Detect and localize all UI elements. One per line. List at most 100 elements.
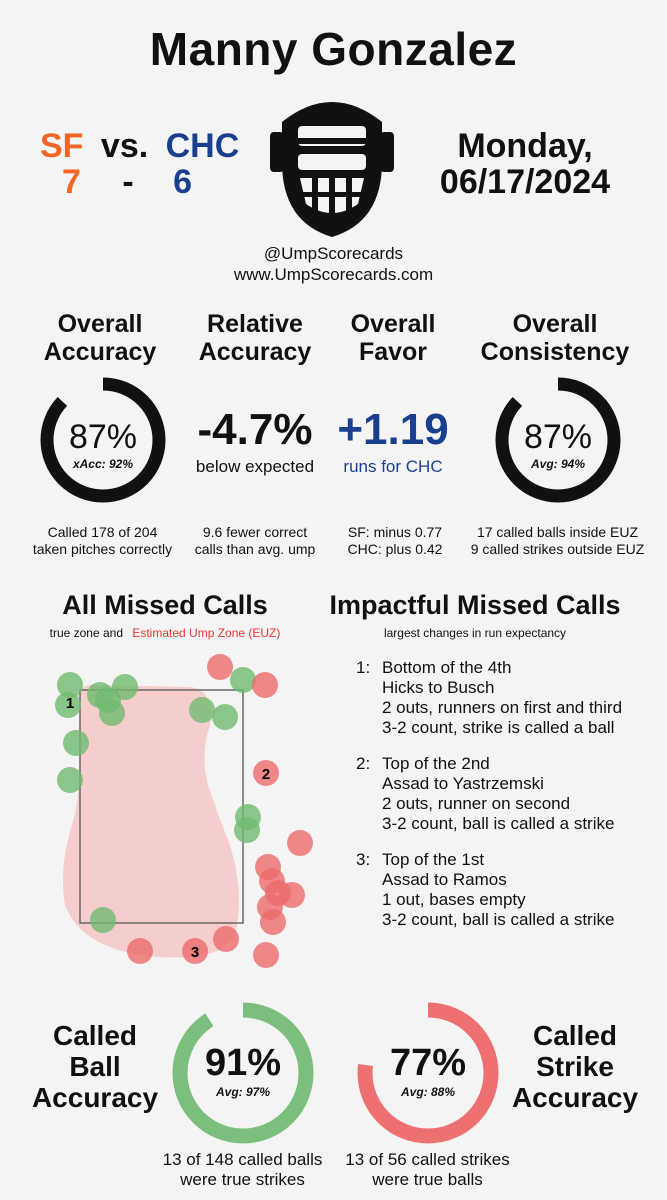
overall-consistency-title: Overall Consistency bbox=[470, 310, 640, 366]
pitch-marker bbox=[212, 704, 238, 730]
umpire-mask-icon bbox=[270, 102, 394, 237]
pitch-marker bbox=[253, 760, 279, 786]
called-ball-value-box: 91% Avg: 97% bbox=[170, 1042, 316, 1099]
overall-consistency-note-2: 9 called strikes outside EUZ bbox=[470, 541, 645, 557]
missed-legend: true zone and Estimated Ump Zone (EUZ) bbox=[10, 626, 320, 640]
called-strike-avg: Avg: 88% bbox=[400, 1085, 456, 1099]
relative-accuracy-box: -4.7% below expected bbox=[175, 405, 335, 477]
impactful-call-line: Top of the 1st bbox=[382, 850, 485, 869]
overall-consistency-note-1: 17 called balls inside EUZ bbox=[476, 524, 639, 540]
impactful-call-line: 3-2 count, ball is called a strike bbox=[382, 814, 615, 833]
called-ball-avg: Avg: 97% bbox=[215, 1085, 271, 1099]
all-missed-calls-title: All Missed Calls bbox=[62, 590, 268, 620]
overall-accuracy-value: 87% bbox=[68, 418, 138, 456]
matchup: SF vs. CHC 7 - 6 bbox=[40, 128, 240, 200]
impactful-call-line: 2 outs, runner on second bbox=[382, 794, 571, 813]
called-strike-note-2: were true balls bbox=[372, 1170, 483, 1189]
relative-accuracy-sub: below expected bbox=[195, 457, 315, 476]
missed-pitch-markers bbox=[55, 654, 313, 968]
pitch-marker bbox=[55, 692, 81, 718]
overall-consistency-value: 87% bbox=[523, 418, 593, 456]
overall-accuracy-note: Called 178 of 204 taken pitches correctl… bbox=[10, 524, 195, 558]
called-ball-accuracy-title: Called Ball Accuracy bbox=[20, 1020, 170, 1113]
away-team: SF bbox=[40, 127, 84, 165]
overall-accuracy-xacc: xAcc: 92% bbox=[72, 457, 134, 471]
called-strike-value: 77% bbox=[389, 1042, 467, 1084]
called-ball-title-1: Called bbox=[52, 1020, 138, 1051]
called-strike-note: 13 of 56 called strikes were true balls bbox=[330, 1150, 525, 1190]
missed-label-1: 1 bbox=[66, 695, 74, 712]
pitch-marker bbox=[57, 767, 83, 793]
missed-legend-euz: Estimated Ump Zone (EUZ) bbox=[132, 626, 281, 640]
called-ball-accuracy-ring bbox=[172, 1002, 314, 1144]
impactful-subtitle: largest changes in run expectancy bbox=[383, 626, 567, 640]
website-link[interactable]: www.UmpScorecards.com bbox=[233, 265, 434, 284]
missed-label-2: 2 bbox=[262, 766, 270, 783]
pitch-marker bbox=[234, 817, 260, 843]
called-strike-note-1: 13 of 56 called strikes bbox=[345, 1150, 510, 1169]
overall-favor-title-2: Favor bbox=[358, 338, 428, 366]
overall-accuracy-value-box: 87% xAcc: 92% bbox=[38, 418, 168, 471]
impactful-call-line: Bottom of the 4th bbox=[382, 658, 512, 677]
pitch-marker bbox=[207, 654, 233, 680]
called-ball-value: 91% bbox=[204, 1042, 282, 1084]
overall-accuracy-ring bbox=[40, 377, 166, 503]
estimated-ump-zone bbox=[62, 684, 239, 958]
overall-favor-title: Overall Favor bbox=[318, 310, 468, 366]
pitch-marker bbox=[63, 730, 89, 756]
relative-accuracy-note-1: 9.6 fewer correct bbox=[202, 524, 308, 540]
overall-accuracy-note-1: Called 178 of 204 bbox=[47, 524, 158, 540]
impactful-call-line: 3-2 count, strike is called a ball bbox=[382, 718, 615, 737]
overall-favor-title-1: Overall bbox=[350, 310, 436, 338]
called-strike-accuracy-title: Called Strike Accuracy bbox=[500, 1020, 650, 1113]
impactful-call-list: 1: Bottom of the 4th Hicks to Busch 2 ou… bbox=[356, 658, 656, 946]
umpire-name: Manny Gonzalez bbox=[149, 23, 518, 75]
called-strike-accuracy-ring bbox=[357, 1002, 499, 1144]
overall-consistency-title-1: Overall bbox=[512, 310, 598, 338]
missed-legend-true-zone: true zone and bbox=[49, 626, 123, 640]
relative-accuracy-note: 9.6 fewer correct calls than avg. ump bbox=[180, 524, 330, 558]
home-score: 6 bbox=[173, 163, 193, 201]
relative-accuracy-title-2: Accuracy bbox=[198, 338, 312, 366]
pitch-marker bbox=[112, 674, 138, 700]
overall-favor-box: +1.19 runs for CHC bbox=[318, 405, 468, 477]
called-ball-note: 13 of 148 called balls were true strikes bbox=[145, 1150, 340, 1190]
credits: @UmpScorecards www.UmpScorecards.com bbox=[0, 243, 667, 285]
overall-consistency-title-2: Consistency bbox=[480, 338, 630, 366]
relative-accuracy-value: -4.7% bbox=[197, 405, 313, 454]
pitch-marker bbox=[279, 882, 305, 908]
vs-label: vs. bbox=[100, 127, 149, 165]
impactful-call-line: Assad to Yastrzemski bbox=[382, 774, 544, 793]
overall-accuracy-note-2: taken pitches correctly bbox=[32, 541, 173, 557]
game-day: Monday, bbox=[457, 127, 593, 165]
impactful-call-line: 2 outs, runners on first and third bbox=[382, 698, 623, 717]
missed-calls-plot: 1 2 3 bbox=[55, 654, 313, 968]
impactful-call-num: 1: bbox=[356, 658, 371, 677]
overall-favor-sub: runs for CHC bbox=[343, 457, 443, 476]
overall-accuracy-title: Overall Accuracy bbox=[20, 310, 180, 366]
pitch-marker bbox=[252, 672, 278, 698]
pitch-marker bbox=[213, 926, 239, 952]
impactful-call-line: Assad to Ramos bbox=[382, 870, 507, 889]
impactful-call-line: 1 out, bases empty bbox=[382, 890, 526, 909]
impactful-call-line: Hicks to Busch bbox=[382, 678, 495, 697]
pitch-marker bbox=[230, 667, 256, 693]
pitch-marker bbox=[87, 682, 113, 708]
pitch-marker bbox=[189, 697, 215, 723]
home-team: CHC bbox=[165, 127, 240, 165]
impactful-call-1: 1: Bottom of the 4th Hicks to Busch 2 ou… bbox=[356, 658, 656, 738]
overall-accuracy-title-2: Accuracy bbox=[43, 338, 157, 366]
called-ball-note-2: were true strikes bbox=[180, 1170, 305, 1189]
pitch-marker bbox=[182, 938, 208, 964]
relative-accuracy-title-1: Relative bbox=[207, 310, 303, 338]
missed-label-3: 3 bbox=[191, 944, 199, 961]
away-score: 7 bbox=[62, 163, 81, 201]
pitch-marker bbox=[127, 938, 153, 964]
pitch-marker bbox=[260, 909, 286, 935]
pitch-marker bbox=[253, 942, 279, 968]
impactful-missed-calls-title: Impactful Missed Calls bbox=[329, 590, 621, 620]
overall-favor-note-1: SF: minus 0.77 bbox=[347, 524, 443, 540]
called-ball-note-1: 13 of 148 called balls bbox=[162, 1150, 323, 1169]
called-ball-title-2: Ball bbox=[69, 1051, 121, 1082]
score-dash: - bbox=[122, 163, 134, 201]
